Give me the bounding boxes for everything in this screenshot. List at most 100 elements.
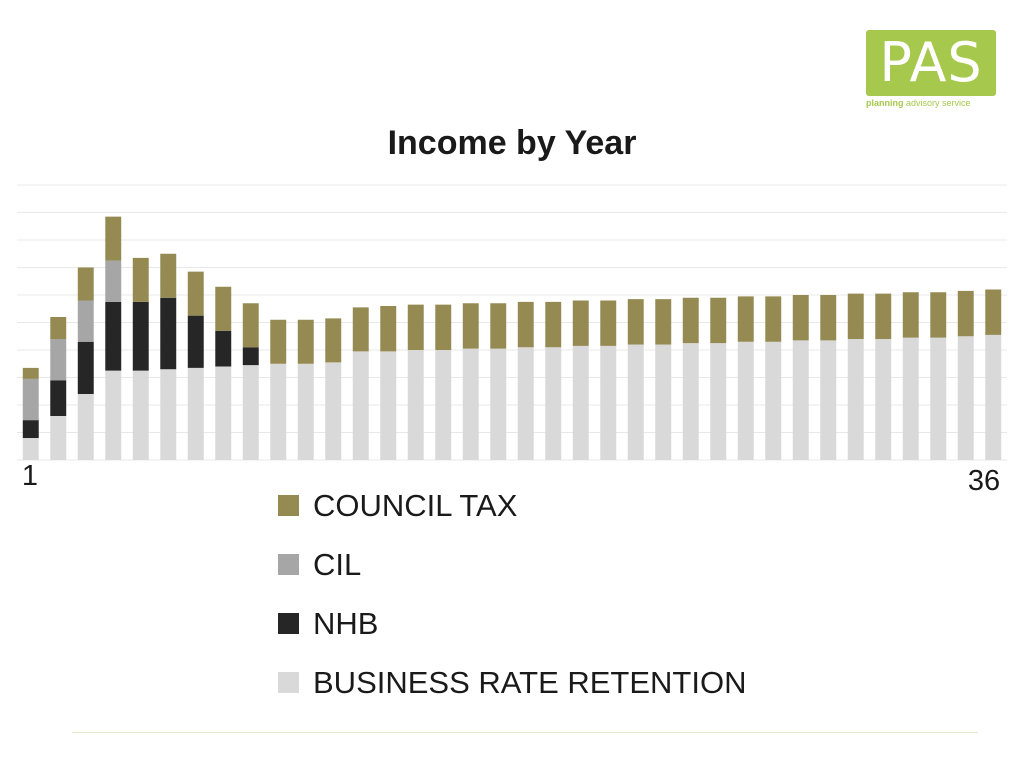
- legend-label-nhb: NHB: [313, 605, 379, 641]
- bar-segment-council-tax-year-21: [572, 300, 589, 346]
- bar-segment-council-tax-year-18: [490, 303, 507, 349]
- bar-segment-council-tax-year-24: [655, 299, 672, 345]
- bar-segment-nhb-year-5: [132, 301, 149, 371]
- bar-segment-business-rate-retention-year-11: [297, 363, 314, 460]
- bar-segment-business-rate-retention-year-33: [902, 337, 919, 461]
- income-chart: 1 36: [17, 184, 1007, 497]
- bar-segment-council-tax-year-34: [930, 292, 947, 338]
- bar-segment-nhb-year-3: [77, 341, 94, 394]
- bar-segment-business-rate-retention-year-20: [545, 347, 562, 460]
- logo-subtitle-bold: planning: [866, 98, 904, 108]
- bar-segment-business-rate-retention-year-16: [435, 350, 452, 460]
- logo-subtitle: planning advisory service: [866, 98, 996, 108]
- bar-segment-business-rate-retention-year-32: [875, 339, 892, 460]
- bar-segment-business-rate-retention-year-14: [380, 351, 397, 461]
- bar-segment-business-rate-retention-year-27: [737, 341, 754, 460]
- legend-item-nhb: NHB: [278, 594, 747, 653]
- legend-item-business-rate-retention: BUSINESS RATE RETENTION: [278, 653, 747, 712]
- bar-segment-business-rate-retention-year-10: [270, 363, 287, 460]
- legend-swatch-council-tax: [278, 495, 299, 516]
- bar-segment-council-tax-year-27: [737, 296, 754, 342]
- bar-segment-business-rate-retention-year-2: [50, 416, 67, 460]
- bar-segment-council-tax-year-25: [682, 297, 699, 344]
- bar-segment-business-rate-retention-year-12: [325, 362, 342, 461]
- bar-segment-business-rate-retention-year-22: [600, 345, 617, 461]
- bar-segment-council-tax-year-15: [407, 304, 424, 351]
- bar-segment-council-tax-year-28: [765, 296, 782, 342]
- bar-segment-cil-year-1: [22, 378, 39, 421]
- bar-segment-council-tax-year-10: [270, 319, 287, 364]
- bar-segment-council-tax-year-17: [462, 303, 479, 349]
- bar-segment-nhb-year-9: [242, 347, 259, 366]
- bar-segment-council-tax-year-5: [132, 257, 149, 302]
- bar-segment-council-tax-year-16: [435, 304, 452, 351]
- bar-segment-council-tax-year-6: [160, 253, 177, 298]
- legend-swatch-cil: [278, 554, 299, 575]
- bar-segment-business-rate-retention-year-26: [710, 343, 727, 461]
- bar-segment-council-tax-year-12: [325, 318, 342, 363]
- bar-segment-council-tax-year-22: [600, 300, 617, 346]
- bar-segment-council-tax-year-30: [820, 295, 837, 341]
- chart-legend: COUNCIL TAX CIL NHB BUSINESS RATE RETENT…: [278, 476, 747, 712]
- legend-item-council-tax: COUNCIL TAX: [278, 476, 747, 535]
- bar-segment-council-tax-year-2: [50, 317, 67, 339]
- bar-segment-council-tax-year-7: [187, 271, 204, 316]
- legend-label-business-rate-retention: BUSINESS RATE RETENTION: [313, 664, 747, 700]
- logo-text: PAS: [879, 31, 983, 94]
- legend-item-cil: CIL: [278, 535, 747, 594]
- x-tick-label-last: 36: [968, 465, 1000, 497]
- bar-segment-council-tax-year-33: [902, 292, 919, 338]
- bar-segment-business-rate-retention-year-24: [655, 344, 672, 460]
- legend-swatch-nhb: [278, 613, 299, 634]
- bar-segment-council-tax-year-11: [297, 319, 314, 364]
- footer-divider: [72, 732, 978, 733]
- bar-segment-business-rate-retention-year-13: [352, 351, 369, 461]
- bar-segment-council-tax-year-31: [847, 293, 864, 340]
- bar-segment-business-rate-retention-year-6: [160, 369, 177, 460]
- bar-segment-business-rate-retention-year-34: [930, 337, 947, 461]
- logo-badge: PAS: [866, 30, 996, 96]
- bar-segment-cil-year-2: [50, 339, 67, 381]
- bar-segment-council-tax-year-9: [242, 303, 259, 348]
- bar-segment-business-rate-retention-year-1: [22, 438, 39, 460]
- bar-segment-council-tax-year-26: [710, 297, 727, 344]
- bar-segment-business-rate-retention-year-17: [462, 348, 479, 461]
- bar-segment-business-rate-retention-year-31: [847, 339, 864, 460]
- bar-segment-nhb-year-4: [105, 301, 122, 371]
- bar-segment-council-tax-year-13: [352, 307, 369, 352]
- bar-segment-council-tax-year-8: [215, 286, 232, 331]
- bar-segment-nhb-year-8: [215, 330, 232, 367]
- legend-label-cil: CIL: [313, 546, 362, 582]
- bar-segment-business-rate-retention-year-30: [820, 340, 837, 461]
- bar-segment-council-tax-year-19: [517, 301, 534, 348]
- bar-segment-business-rate-retention-year-29: [792, 340, 809, 461]
- bar-segment-council-tax-year-23: [627, 299, 644, 345]
- legend-label-council-tax: COUNCIL TAX: [313, 487, 518, 523]
- bar-segment-council-tax-year-29: [792, 295, 809, 341]
- legend-swatch-business-rate-retention: [278, 672, 299, 693]
- bar-segment-business-rate-retention-year-28: [765, 341, 782, 460]
- bar-segment-business-rate-retention-year-21: [572, 345, 589, 461]
- bar-segment-business-rate-retention-year-19: [517, 347, 534, 460]
- bar-segment-cil-year-4: [105, 260, 122, 302]
- bar-segment-council-tax-year-36: [985, 289, 1002, 335]
- bar-segment-council-tax-year-20: [545, 301, 562, 348]
- logo-subtitle-rest: advisory service: [903, 98, 971, 108]
- bar-segment-council-tax-year-1: [22, 367, 39, 379]
- chart-title: Income by Year: [387, 124, 637, 162]
- bar-segment-council-tax-year-32: [875, 293, 892, 340]
- bar-segment-cil-year-3: [77, 300, 94, 342]
- bar-segment-council-tax-year-3: [77, 267, 94, 301]
- bar-segment-nhb-year-1: [22, 420, 39, 439]
- bar-segment-council-tax-year-35: [957, 290, 974, 337]
- bar-segment-business-rate-retention-year-7: [187, 367, 204, 461]
- bar-segment-business-rate-retention-year-4: [105, 370, 122, 461]
- bar-segment-nhb-year-7: [187, 315, 204, 368]
- bar-segment-business-rate-retention-year-25: [682, 343, 699, 461]
- bar-segment-business-rate-retention-year-23: [627, 344, 644, 460]
- x-tick-label-first: 1: [22, 460, 38, 492]
- bar-segment-business-rate-retention-year-36: [985, 334, 1002, 461]
- bar-segment-nhb-year-2: [50, 380, 67, 416]
- bar-segment-business-rate-retention-year-5: [132, 370, 149, 461]
- bar-segment-business-rate-retention-year-3: [77, 394, 94, 460]
